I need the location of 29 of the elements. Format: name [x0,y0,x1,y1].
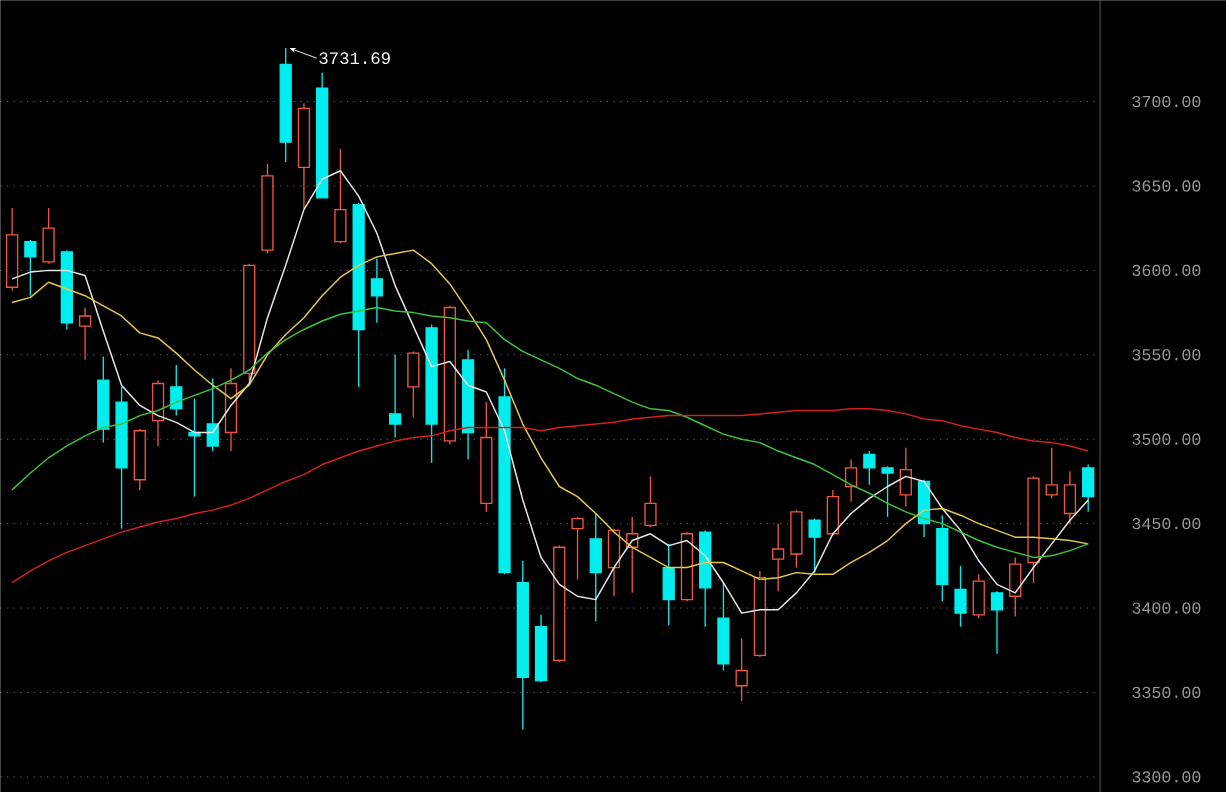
candlestick [571,516,584,580]
candlestick [990,590,1004,655]
candlestick [388,353,402,439]
y-tick-label: 3400.00 [1132,602,1201,614]
candlestick [844,458,858,503]
candlestick [78,306,92,361]
y-tick-label: 3550.00 [1132,348,1201,361]
y-tick-label: 3350.00 [1132,686,1201,698]
y-tick-label: 3600.00 [1132,264,1201,276]
candlestick [370,257,384,324]
y-tick-label: 3500.00 [1132,433,1201,445]
candlestick [644,475,657,528]
candlestick [863,450,876,486]
candlestick [24,239,37,297]
candlestick [954,565,967,628]
candlestick [808,517,821,574]
y-tick-label: 3450.00 [1132,517,1201,530]
candlestick [170,364,183,417]
candlestick [735,637,748,702]
y-tick-label: 3300.00 [1132,771,1201,783]
candlestick [1045,446,1058,499]
line-series [11,249,1089,580]
annotation: 3731.69 [319,52,390,64]
y-tick-label: 3700.00 [1132,95,1201,108]
candlestick [188,397,201,498]
y-tick-label: 3650.00 [1132,180,1201,192]
candlestick [206,377,219,452]
candlestick [881,465,894,518]
candlestick [772,522,785,592]
